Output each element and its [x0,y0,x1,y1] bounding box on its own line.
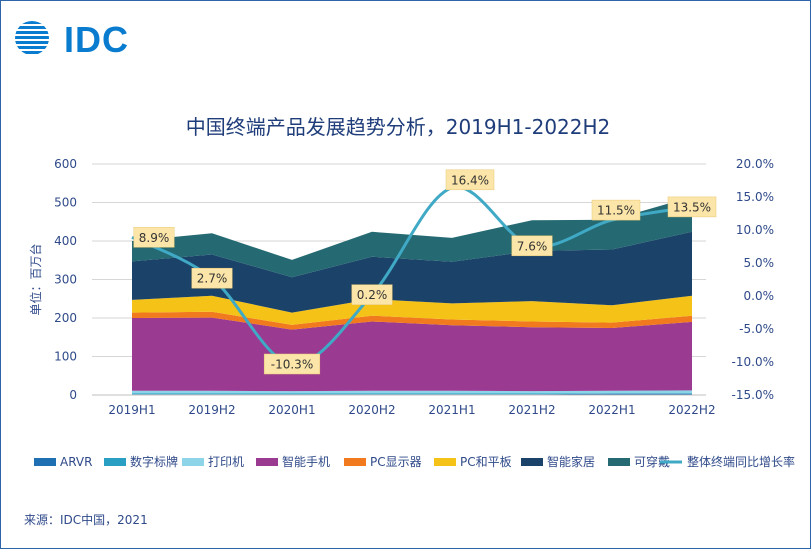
growth-data-label-box [591,199,641,221]
area-打印机 [132,390,692,394]
y-tick-label: 600 [54,157,77,171]
y2-tick-label: 10.0% [736,223,774,237]
area-智能手机 [132,317,692,392]
legend-swatch-智能手机 [256,458,278,466]
growth-data-label-box [263,353,321,375]
legend-label: 整体终端同比增长率 [687,454,795,469]
y2-tick-label: 15.0% [736,190,774,204]
legend-swatch-可穿戴 [608,458,630,466]
growth-data-label: 7.6% [517,239,548,253]
growth-data-label: 8.9% [139,231,170,245]
legend-swatch-打印机 [182,458,204,466]
y-tick-label: 200 [54,311,77,325]
x-tick-label: 2021H2 [508,403,555,417]
logo-text: IDC [64,19,129,60]
area-PC和平板 [132,295,692,325]
area-可穿戴 [132,196,692,278]
legend-label: 智能手机 [282,454,330,469]
y2-tick-label: 5.0% [744,256,775,270]
y2-tick-label: -10.0% [732,355,774,369]
legend-swatch-智能家居 [521,458,543,466]
y-tick-label: 500 [54,196,77,210]
legend-label: 数字标牌 [130,454,178,469]
globe-icon [15,21,49,54]
x-tick-label: 2019H2 [188,403,235,417]
growth-data-label: 11.5% [597,204,635,218]
legend-label: PC显示器 [370,455,422,469]
source-note: 来源：IDC中国，2021 [24,513,148,527]
chart-title: 中国终端产品发展趋势分析，2019H1-2022H2 [186,115,611,139]
growth-data-label: 13.5% [673,200,711,214]
y2-tick-label: -5.0% [739,322,774,336]
legend-swatch-PC显示器 [344,458,366,466]
growth-data-label-box [351,284,393,305]
legend-label: 智能家居 [547,454,595,469]
x-tick-label: 2020H2 [348,403,395,417]
x-tick-label: 2021H1 [428,403,475,417]
y2-tick-label: 0.0% [744,289,775,303]
growth-data-label-box [511,235,553,257]
growth-data-label-box [667,196,717,218]
growth-data-label: 16.4% [451,173,489,187]
legend-label: 打印机 [208,455,244,469]
y-tick-label: 300 [54,273,77,287]
growth-data-label-box [445,169,495,191]
y-tick-label: 100 [54,350,77,364]
idc-logo: IDC [12,14,137,60]
y-axis-title: 单位：百万台 [28,243,43,315]
growth-data-label: 2.7% [197,272,228,286]
growth-line [131,185,693,366]
legend-label: ARVR [60,455,92,469]
y-tick-label: 400 [54,234,77,248]
x-tick-label: 2022H2 [668,403,715,417]
legend-swatch-数字标牌 [104,458,126,466]
growth-data-label: 0.2% [357,288,388,302]
growth-data-label-box [133,227,175,248]
legend-swatch-ARVR [34,458,56,466]
growth-data-label: -10.3% [271,357,313,371]
legend-swatch-PC和平板 [434,458,456,466]
y-tick-label: 0 [69,388,77,402]
area-PC显示器 [132,311,692,330]
area-数字标牌 [132,393,692,395]
x-tick-label: 2019H1 [108,403,155,417]
y2-tick-label: -15.0% [732,388,774,402]
legend-label: PC和平板 [460,455,512,469]
x-tick-label: 2020H1 [268,403,315,417]
legend-label: 可穿戴 [634,454,670,469]
growth-data-label-box [191,267,233,289]
x-tick-label: 2022H1 [588,403,635,417]
y2-tick-label: 20.0% [736,157,774,171]
